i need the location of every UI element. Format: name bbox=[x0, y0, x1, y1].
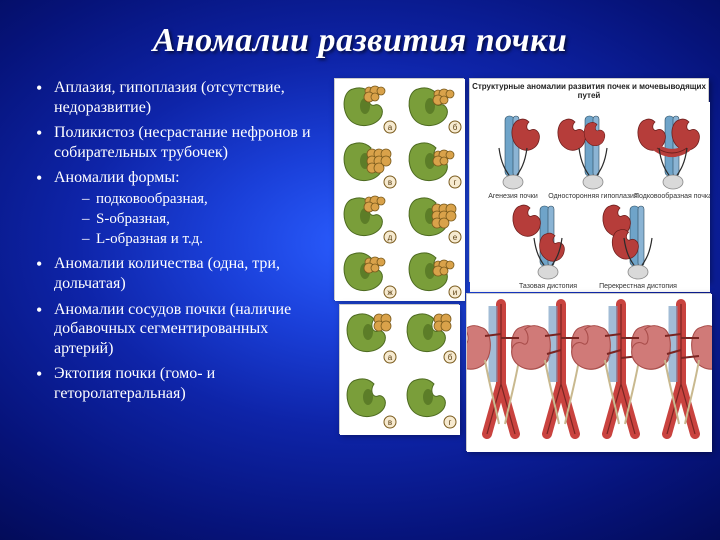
list-item: Аплазия, гипоплазия (отсутствие, недораз… bbox=[36, 78, 324, 117]
bullet-text: Поликистоз (несрастание нефронов и собир… bbox=[54, 124, 311, 161]
svg-text:Тазовая дистопия: Тазовая дистопия bbox=[519, 283, 577, 290]
svg-text:в: в bbox=[388, 418, 392, 427]
svg-text:б: б bbox=[453, 123, 458, 132]
bullet-text: Аномалии формы: bbox=[54, 169, 180, 186]
svg-text:Односторонняя гипоплазия: Односторонняя гипоплазия bbox=[548, 193, 638, 200]
svg-text:в: в bbox=[388, 178, 392, 187]
bullet-text: Аномалии количества (одна, три, дольчата… bbox=[54, 255, 280, 292]
bullet-text: подковообразная, bbox=[96, 191, 208, 207]
content-row: Аплазия, гипоплазия (отсутствие, недораз… bbox=[32, 78, 688, 409]
svg-text:Перекрестная дистопия: Перекрестная дистопия bbox=[599, 283, 677, 290]
figures-area: абвгдежи Структурные аномалии развития п… bbox=[334, 78, 688, 409]
figure-d bbox=[466, 293, 711, 451]
svg-text:а: а bbox=[388, 123, 393, 132]
figure-c-svg: а б в г bbox=[340, 305, 460, 435]
bullet-text: Аплазия, гипоплазия (отсутствие, недораз… bbox=[54, 79, 285, 116]
svg-text:д: д bbox=[388, 233, 393, 242]
bullet-text: L-образная и т.д. bbox=[96, 231, 203, 247]
list-item: Аномалии сосудов почки (наличие добавочн… bbox=[36, 300, 324, 359]
bullet-text: S-образная, bbox=[96, 211, 170, 227]
figure-b-title: Структурные аномалии развития почек и мо… bbox=[470, 79, 708, 102]
svg-text:е: е bbox=[453, 233, 458, 242]
svg-text:б: б bbox=[448, 353, 453, 362]
slide-title: Аномалии развития почки bbox=[32, 22, 688, 60]
svg-text:а: а bbox=[388, 353, 393, 362]
figure-c: а б в г bbox=[339, 304, 459, 434]
bullet-text: Эктопия почки (гомо- и геторолатеральная… bbox=[54, 365, 215, 402]
svg-text:г: г bbox=[449, 418, 452, 427]
list-item: Поликистоз (несрастание нефронов и собир… bbox=[36, 123, 324, 162]
figure-b: Структурные аномалии развития почек и мо… bbox=[469, 78, 709, 282]
list-item: L-образная и т.д. bbox=[82, 230, 324, 248]
figure-b-svg: Агенезия почки Односторонняя гипоплазияПо… bbox=[470, 102, 710, 292]
figure-a: а б в г д е ж и bbox=[334, 78, 464, 300]
list-item: Аномалии количества (одна, три, дольчата… bbox=[36, 254, 324, 293]
slide: Аномалии развития почки Аплазия, гипопла… bbox=[0, 0, 720, 540]
svg-text:Агенезия почки: Агенезия почки bbox=[488, 193, 538, 200]
svg-text:Подковообразная почка: Подковообразная почка bbox=[634, 192, 710, 200]
list-item: Аномалии формы: подковообразная, S-образ… bbox=[36, 168, 324, 248]
list-item: S-образная, bbox=[82, 210, 324, 228]
figure-d-svg bbox=[467, 294, 712, 452]
list-item: подковообразная, bbox=[82, 190, 324, 208]
bullet-column: Аплазия, гипоплазия (отсутствие, недораз… bbox=[32, 78, 324, 409]
figure-a-svg: а б в г д е ж и bbox=[335, 79, 465, 301]
list-item: Эктопия почки (гомо- и геторолатеральная… bbox=[36, 364, 324, 403]
bullet-list: Аплазия, гипоплазия (отсутствие, недораз… bbox=[32, 78, 324, 403]
svg-text:г: г bbox=[454, 178, 457, 187]
bullet-text: Аномалии сосудов почки (наличие добавочн… bbox=[54, 301, 291, 357]
svg-text:ж: ж bbox=[387, 288, 393, 297]
sub-list: подковообразная, S-образная, L-образная … bbox=[54, 190, 324, 249]
svg-text:и: и bbox=[453, 288, 457, 297]
